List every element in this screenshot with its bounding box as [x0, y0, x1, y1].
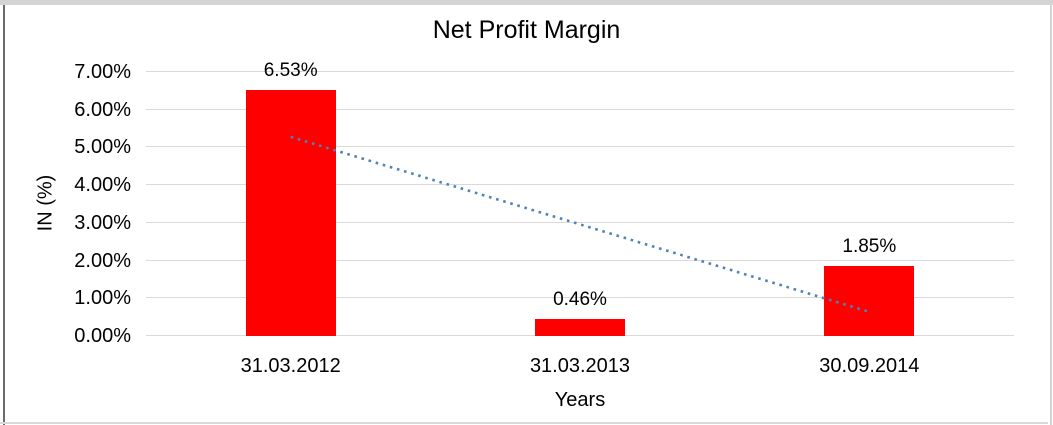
- y-tick-label: 6.00%: [74, 98, 131, 121]
- data-bar: [535, 318, 625, 336]
- gridline: [146, 71, 1014, 72]
- gridline: [146, 108, 1014, 110]
- chart-title: Net Profit Margin: [432, 16, 621, 44]
- data-bar: [824, 266, 915, 336]
- value-label: 0.46%: [553, 288, 607, 310]
- frame-border-top: [0, 0, 1053, 5]
- y-tick-label: 7.00%: [74, 61, 131, 83]
- plot-area: 6.53% 0.46% 1.85%: [146, 60, 1014, 336]
- value-label: 1.85%: [842, 236, 897, 258]
- x-axis-title: Years: [554, 389, 606, 411]
- value-label: 6.53%: [263, 59, 318, 81]
- y-tick-label: 3.00%: [74, 211, 131, 234]
- y-tick-label: 5.00%: [74, 136, 131, 159]
- x-tick-label: 31.03.2013: [529, 355, 631, 377]
- x-tick-label: 31.03.2012: [240, 355, 341, 377]
- data-bar: [245, 89, 336, 336]
- y-tick-label: 0.00%: [74, 325, 131, 347]
- frame-border-bottom: [0, 422, 1048, 424]
- y-tick-label: 2.00%: [74, 249, 131, 272]
- frame-border-right: [1050, 5, 1052, 425]
- frame-border-left: [3, 5, 5, 425]
- y-tick-label: 4.00%: [74, 174, 131, 197]
- x-tick-label: 30.09.2014: [819, 355, 920, 377]
- y-tick-label: 1.00%: [74, 287, 131, 310]
